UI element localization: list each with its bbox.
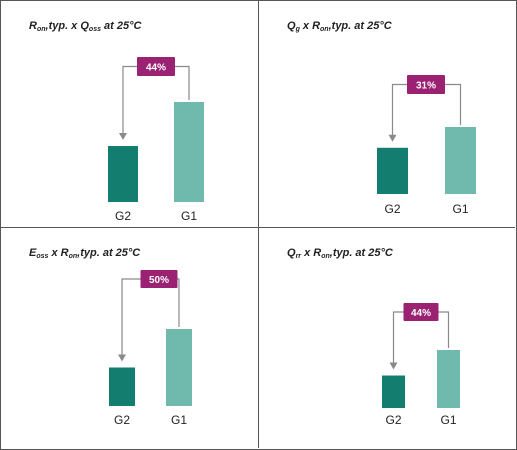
bar-g1 [174, 102, 204, 202]
title-text: ,typ. x Q [45, 20, 89, 32]
title-text: x R [299, 20, 321, 32]
reduction-badge [137, 57, 175, 76]
reduction-badge [140, 270, 178, 288]
category-label-g1: G1 [440, 413, 456, 427]
reduction-badge-label: 44% [411, 308, 431, 319]
title-subscript: on [36, 26, 46, 33]
category-label-g2: G2 [115, 209, 131, 223]
title-text: ,typ. at 25°C [328, 20, 392, 32]
arrow-head-icon [118, 354, 126, 362]
panel-divider-horizontal [0, 227, 515, 228]
reduction-badge [403, 303, 439, 321]
panel-divider-vertical [258, 0, 259, 448]
bar-g2 [377, 147, 408, 194]
panel-title: Ron,typ. x Qoss at 25°C [29, 20, 141, 33]
title-text: R [29, 20, 37, 32]
bar-g2 [108, 146, 138, 202]
arrow-head-icon [389, 362, 398, 370]
bar-g1 [166, 329, 192, 406]
bar-g1 [445, 127, 476, 194]
category-label-g2: G2 [385, 413, 401, 427]
bar-chart: G2 G1 31% [377, 75, 476, 216]
reduction-badge [407, 75, 445, 94]
reduction-badge-label: 50% [149, 275, 169, 286]
bar-chart: G2 G1 50% [109, 270, 192, 427]
panel-title: Eoss x Ron,typ. at 25°C [29, 247, 140, 260]
panel-title: Qrr x Ron,typ. at 25°C [287, 247, 393, 260]
chart-panel-qrr-ron: Qrr x Ron,typ. at 25°C G2 G1 44% [259, 228, 515, 449]
title-text: Q [287, 20, 296, 32]
title-subscript: on [68, 253, 78, 260]
title-subscript: on [321, 253, 330, 260]
category-label-g2: G2 [114, 413, 130, 427]
panel-title: Qg x Ron,typ. at 25°C [287, 20, 392, 33]
title-subscript: rr [295, 253, 302, 260]
bar-chart: G2 G1 44% [382, 303, 460, 427]
bar-g2 [109, 367, 135, 406]
bar-chart: G2 G1 44% [108, 57, 204, 223]
arrow-head-icon [388, 134, 397, 142]
title-text: x R [301, 247, 322, 259]
title-subscript: on [320, 26, 329, 33]
chart-panel-qg-ron: Qg x Ron,typ. at 25°C G2 G1 31% [259, 1, 515, 227]
arrow-head-icon [119, 133, 127, 140]
title-text: E [29, 247, 37, 259]
title-subscript: g [295, 26, 300, 33]
category-label-g1: G1 [181, 209, 197, 223]
reduction-badge-label: 44% [146, 63, 166, 74]
reduction-badge-label: 31% [416, 81, 436, 92]
chart-panel-ron-qoss: Ron,typ. x Qoss at 25°C G2 G1 44% [1, 1, 258, 227]
category-label-g2: G2 [384, 202, 400, 216]
title-text: at 25°C [100, 20, 142, 32]
title-text: ,typ. at 25°C [77, 247, 141, 259]
category-label-g1: G1 [171, 413, 187, 427]
bar-g1 [437, 350, 460, 408]
title-subscript: oss [88, 26, 101, 33]
title-text: ,typ. at 25°C [329, 247, 393, 259]
title-subscript: oss [36, 253, 49, 260]
title-text: Q [287, 247, 296, 259]
category-label-g1: G1 [452, 202, 468, 216]
chart-panel-eoss-ron: Eoss x Ron,typ. at 25°C G2 G1 50% [1, 228, 258, 449]
bar-g2 [382, 375, 405, 408]
title-text: x R [48, 247, 69, 259]
